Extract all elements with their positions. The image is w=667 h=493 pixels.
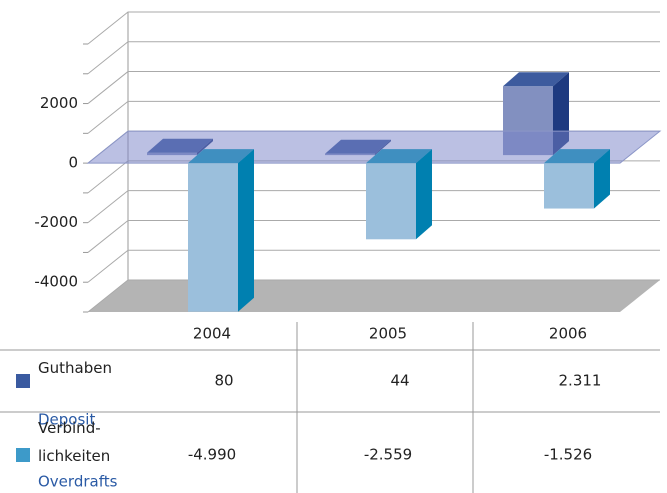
y-tick-label: 0 [68,154,78,172]
floor [88,280,660,312]
bar-top [188,149,254,164]
bar [544,149,610,209]
grid-line [87,71,660,104]
y-tick-label: -4000 [34,273,78,291]
y-tick-label: 2000 [40,94,78,112]
value-label: -2.559 [364,446,412,464]
legend-translation: Overdrafts [38,473,118,491]
bar [188,149,254,312]
bar-side [416,149,432,240]
bar-side [594,149,610,209]
bar-side [238,149,254,312]
bar-top [366,149,432,164]
value-label: -4.990 [188,446,236,464]
bar-front [366,163,416,240]
bar-front [188,163,238,312]
value-label: -1.526 [544,446,592,464]
value-label: 80 [214,372,233,390]
legend-name: Verbind-lichkeiten [38,419,110,465]
x-tick-label: 2006 [549,325,587,343]
x-tick-label: 2005 [369,325,407,343]
value-label: 2.311 [559,372,602,390]
grid-line [87,249,660,283]
bar-top [544,149,610,164]
grid-line [87,279,660,313]
x-tick-label: 2004 [193,325,231,343]
legend-name: Guthaben [38,359,112,377]
bar-front [544,163,594,209]
y-tick-label: -2000 [34,213,78,231]
grid-line [87,41,660,75]
legend-swatch [16,374,30,388]
grid-line [87,11,660,45]
value-label: 44 [390,372,409,390]
grid-line [87,100,660,134]
grid-line [87,190,660,224]
bar [366,149,432,240]
legend-translation: Deposit [38,411,95,429]
legend-swatch [16,448,30,462]
bar-top [503,72,569,87]
grid-line [87,219,660,253]
